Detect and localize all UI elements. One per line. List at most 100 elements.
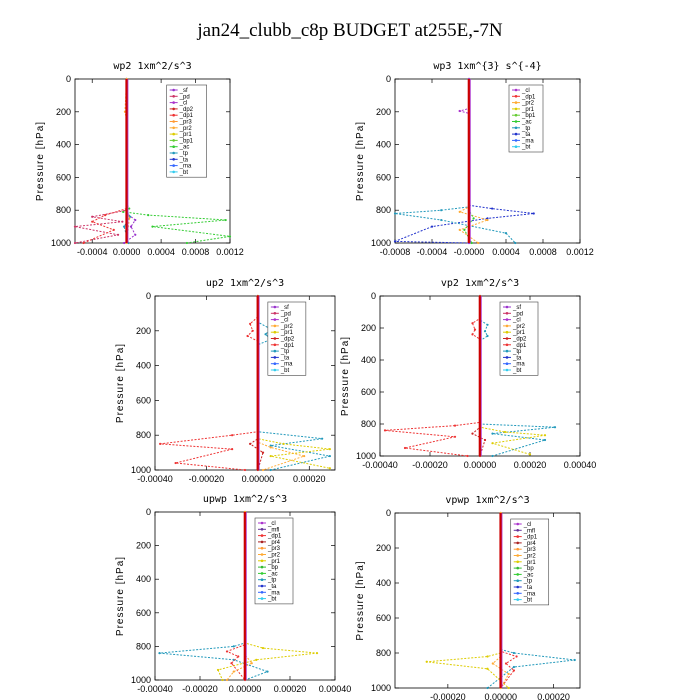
legend-marker bbox=[505, 349, 509, 353]
legend-marker bbox=[505, 337, 509, 340]
data-point-ta bbox=[491, 207, 494, 210]
data-point-dp1 bbox=[453, 424, 457, 427]
legend-label: _ac bbox=[521, 120, 532, 126]
y-tick-label: 400 bbox=[361, 355, 376, 365]
data-point-pd bbox=[73, 225, 77, 228]
legend-label: _tp bbox=[521, 126, 531, 132]
data-point-dp1 bbox=[231, 448, 234, 451]
legend-marker bbox=[516, 554, 520, 557]
y-tick-label: 800 bbox=[361, 419, 376, 429]
data-point-pr1 bbox=[261, 646, 265, 650]
x-tick-label: -0.00040 bbox=[362, 460, 398, 470]
legend-label: _dp1 bbox=[521, 94, 536, 100]
series-line-tp bbox=[394, 79, 516, 244]
legend: _cl_mfl_dp1_pr4_pr3_pr2_pr1_bp_ac_tp_ta_… bbox=[510, 518, 550, 606]
legend: _cl_mfl_dp1_pr4_pr3_pr2_pr1_bp_ac_tp_ta_… bbox=[254, 517, 294, 605]
x-tick-label: -0.0004 bbox=[77, 247, 108, 257]
data-point-pr2 bbox=[491, 662, 494, 665]
data-point-pr1 bbox=[328, 448, 331, 451]
data-point-pr1 bbox=[216, 668, 220, 672]
data-point-pr2 bbox=[269, 446, 272, 449]
legend-label: _pd bbox=[179, 94, 190, 100]
data-point-dp1 bbox=[473, 328, 477, 331]
plot-frame bbox=[394, 512, 581, 689]
legend: _sf_pd_cl_pr2_pr1_dp2_dp1_tp_ta_ma_bt bbox=[499, 301, 539, 376]
data-point-pr1 bbox=[221, 678, 224, 682]
legend-label: _pr1 bbox=[179, 132, 193, 138]
y-tick-label: 800 bbox=[136, 641, 151, 651]
legend-marker bbox=[172, 126, 175, 130]
data-point-tp bbox=[393, 212, 397, 215]
x-tick-label: -0.00020 bbox=[430, 692, 466, 700]
data-point-dp1 bbox=[225, 650, 229, 653]
legend-box bbox=[166, 84, 207, 178]
data-point-pr2 bbox=[486, 218, 489, 222]
legend-label: _sf bbox=[512, 305, 521, 311]
data-point-pr1 bbox=[255, 658, 258, 661]
x-tick-label: -0.00020 bbox=[189, 474, 225, 484]
y-tick-label: 200 bbox=[56, 107, 71, 117]
legend-label: _dp1 bbox=[280, 343, 295, 349]
legend-marker bbox=[514, 139, 518, 142]
plot-frame bbox=[74, 78, 231, 244]
legend-label: _ma bbox=[280, 362, 293, 368]
data-point-dp1 bbox=[230, 662, 233, 665]
panel-up2: up2 1xm^2/s^3 Pressure [hPa] 0 200 400 600 800… bbox=[115, 278, 336, 484]
panel-wp3: wp3 1xm^{3} s^{-4} Pressure [hPa] 0 200 400 6… bbox=[355, 61, 594, 257]
y-tick-label: 1000 bbox=[371, 238, 391, 248]
x-tick-label: 0.0008 bbox=[529, 247, 557, 257]
y-tick-label: 0 bbox=[146, 507, 151, 517]
data-point-pr1 bbox=[328, 467, 331, 470]
legend-marker bbox=[273, 312, 277, 315]
data-point-sf bbox=[134, 218, 137, 222]
legend-label: _tp bbox=[523, 579, 533, 585]
x-tick-label: 0.0012 bbox=[216, 247, 244, 257]
y-tick-label: 0 bbox=[66, 74, 71, 84]
data-point-pr1 bbox=[486, 655, 489, 658]
data-point-pr1 bbox=[425, 660, 428, 663]
legend: _sf_pd_cl_dp2_dp1_pr3_pr2_pr1_bp1_ac_tp_… bbox=[166, 84, 207, 178]
legend-marker bbox=[273, 343, 277, 347]
legend-marker bbox=[172, 120, 175, 123]
data-point-dp1 bbox=[249, 322, 252, 325]
legend-marker bbox=[260, 584, 264, 588]
data-point-ac bbox=[470, 241, 473, 245]
y-tick-label: 1000 bbox=[371, 683, 391, 693]
series-line-tp bbox=[257, 296, 331, 471]
legend-label: _pd bbox=[512, 311, 523, 317]
x-tick-label: 0.0004 bbox=[147, 247, 175, 257]
y-tick-label: 800 bbox=[376, 205, 391, 215]
legend-marker bbox=[505, 305, 509, 309]
x-tick-label: -0.00040 bbox=[137, 474, 173, 484]
legend-label: _cl bbox=[521, 88, 530, 94]
legend-marker bbox=[172, 107, 175, 111]
legend-label: _ma bbox=[523, 591, 536, 597]
legend-marker bbox=[273, 349, 277, 353]
legend-marker bbox=[514, 101, 518, 104]
legend-marker bbox=[516, 585, 520, 589]
legend-label: _dp1 bbox=[179, 113, 194, 119]
data-point-tp bbox=[158, 652, 161, 655]
data-point-tp bbox=[504, 232, 508, 235]
legend-label: _pd bbox=[280, 311, 291, 317]
data-point-dp1 bbox=[237, 655, 240, 658]
data-point-tp bbox=[543, 438, 547, 442]
y-tick-label: 0 bbox=[386, 508, 391, 518]
x-tick-label: -0.0008 bbox=[380, 247, 411, 257]
legend-label: _dp2 bbox=[512, 337, 527, 343]
data-point-pd bbox=[91, 215, 94, 218]
page-title: jan24_clubb_c8p BUDGET at255E,-7N bbox=[197, 20, 503, 41]
data-point-ac bbox=[463, 228, 466, 231]
legend-label: _pr1 bbox=[280, 330, 294, 336]
x-tick-label: 0.0004 bbox=[492, 247, 520, 257]
data-point-ac bbox=[147, 214, 150, 217]
data-point-tp bbox=[514, 241, 517, 245]
data-point-dp1 bbox=[251, 329, 254, 332]
x-tick-label: 0.0012 bbox=[566, 247, 594, 257]
data-point-tp bbox=[512, 665, 516, 669]
data-point-tp bbox=[491, 454, 494, 458]
legend-label: _cl bbox=[512, 318, 521, 324]
legend-marker bbox=[516, 541, 520, 545]
legend-marker bbox=[516, 535, 520, 538]
panel-title: wp3 1xm^{3} s^{-4} bbox=[433, 61, 541, 72]
